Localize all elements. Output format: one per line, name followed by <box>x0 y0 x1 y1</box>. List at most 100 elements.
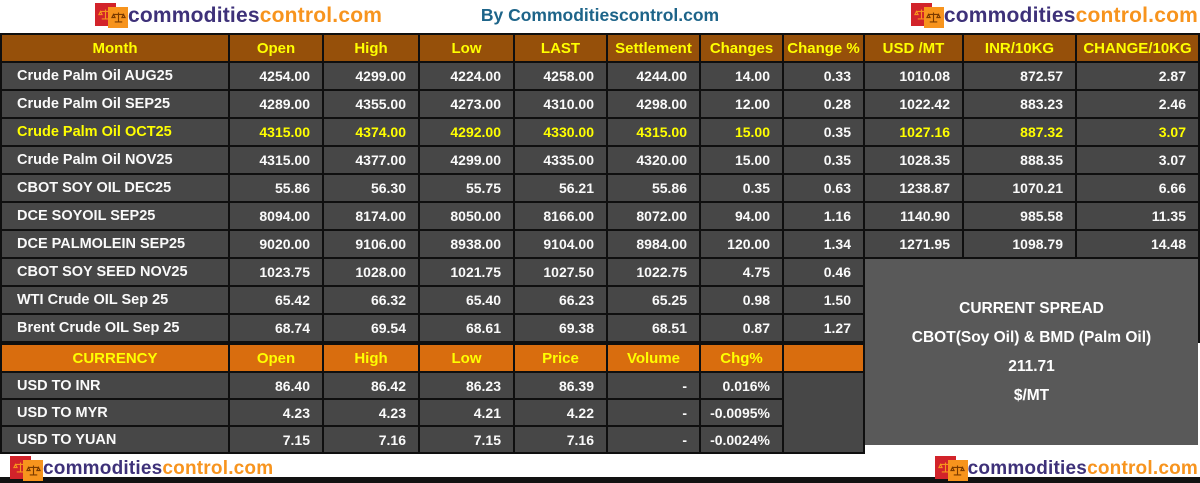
value-cell: 15.00 <box>701 119 782 145</box>
value-cell: 1022.75 <box>608 259 699 285</box>
bottom-black-bar <box>0 477 1200 483</box>
value-cell: 4298.00 <box>608 91 699 117</box>
currency-pair-cell: USD TO MYR <box>2 400 228 425</box>
value-cell: 9104.00 <box>515 231 606 257</box>
value-cell: 4292.00 <box>420 119 513 145</box>
value-cell: 0.35 <box>701 175 782 201</box>
contract-name-cell: Crude Palm Oil OCT25 <box>2 119 228 145</box>
value-cell: 4289.00 <box>230 91 322 117</box>
logo-bottom-right[interactable]: commoditiescontrol.com <box>934 454 1198 483</box>
value-cell: 4224.00 <box>420 63 513 89</box>
page-title: By Commoditiescontrol.com <box>480 5 720 25</box>
brand-name-primary: commodities <box>967 458 1088 479</box>
value-cell: 0.63 <box>784 175 863 201</box>
spread-value: 211.71 <box>1008 357 1055 375</box>
value-cell: 1027.50 <box>515 259 606 285</box>
value-cell: 55.75 <box>420 175 513 201</box>
futures-column-header: Settlement <box>608 35 699 61</box>
value-cell: 66.23 <box>515 287 606 313</box>
currency-column-header: Open <box>230 345 322 371</box>
value-cell: 4335.00 <box>515 147 606 173</box>
futures-column-header: Low <box>420 35 513 61</box>
value-cell: 69.54 <box>324 315 418 341</box>
value-cell: 0.28 <box>784 91 863 117</box>
value-cell: 6.66 <box>1077 175 1198 201</box>
value-cell: 0.35 <box>784 119 863 145</box>
value-cell: 7.16 <box>324 427 418 452</box>
value-cell: 887.32 <box>964 119 1075 145</box>
value-cell: 55.86 <box>608 175 699 201</box>
value-cell: 7.15 <box>420 427 513 452</box>
value-cell: 1.50 <box>784 287 863 313</box>
value-cell: 7.16 <box>515 427 606 452</box>
value-cell: -0.0095% <box>701 400 782 425</box>
value-cell: 11.35 <box>1077 203 1198 229</box>
value-cell: 12.00 <box>701 91 782 117</box>
value-cell: 14.00 <box>701 63 782 89</box>
value-cell: 888.35 <box>964 147 1075 173</box>
value-cell: 4315.00 <box>230 119 322 145</box>
value-cell: 4254.00 <box>230 63 322 89</box>
value-cell: 120.00 <box>701 231 782 257</box>
currency-column-header: High <box>324 345 418 371</box>
value-cell: 0.35 <box>784 147 863 173</box>
contract-name-cell: WTI Crude OIL Sep 25 <box>2 287 228 313</box>
value-cell: 4.23 <box>324 400 418 425</box>
futures-column-header: USD /MT <box>865 35 962 61</box>
contract-name-cell: Crude Palm Oil NOV25 <box>2 147 228 173</box>
brand-name-secondary: control.com <box>162 458 274 479</box>
contract-name-cell: DCE SOYOIL SEP25 <box>2 203 228 229</box>
value-cell: 8938.00 <box>420 231 513 257</box>
value-cell: 4.22 <box>515 400 606 425</box>
contract-name-cell: Crude Palm Oil AUG25 <box>2 63 228 89</box>
spread-subtitle: CBOT(Soy Oil) & BMD (Palm Oil) <box>911 328 1152 346</box>
logo-top-right[interactable]: commoditiescontrol.com <box>910 1 1198 31</box>
value-cell: 4315.00 <box>608 119 699 145</box>
value-cell: 0.98 <box>701 287 782 313</box>
value-cell: 94.00 <box>701 203 782 229</box>
logo-top-left[interactable]: commoditiescontrol.com <box>95 1 382 31</box>
value-cell: 86.40 <box>230 373 322 398</box>
value-cell: 8094.00 <box>230 203 322 229</box>
value-cell: 4299.00 <box>420 147 513 173</box>
logo-bottom-left[interactable]: commoditiescontrol.com <box>10 454 273 483</box>
contract-name-cell: DCE PALMOLEIN SEP25 <box>2 231 228 257</box>
brand-name-secondary: control.com <box>1087 458 1198 479</box>
value-cell: 0.016% <box>701 373 782 398</box>
value-cell: 8050.00 <box>420 203 513 229</box>
value-cell: 56.30 <box>324 175 418 201</box>
futures-column-header: Open <box>230 35 322 61</box>
currency-column-header: CURRENCY <box>2 345 228 371</box>
contract-name-cell: CBOT SOY OIL DEC25 <box>2 175 228 201</box>
value-cell: 0.87 <box>701 315 782 341</box>
value-cell: 1021.75 <box>420 259 513 285</box>
brand-wordmark: commoditiescontrol.com <box>944 4 1198 28</box>
currency-column-header: Price <box>515 345 606 371</box>
brand-name-primary: commodities <box>943 4 1076 27</box>
futures-column-header: High <box>324 35 418 61</box>
value-cell: 65.40 <box>420 287 513 313</box>
value-cell: - <box>608 400 699 425</box>
value-cell: 7.15 <box>230 427 322 452</box>
value-cell: 9020.00 <box>230 231 322 257</box>
futures-column-header: LAST <box>515 35 606 61</box>
futures-column-header: INR/10KG <box>964 35 1075 61</box>
value-cell: 1028.00 <box>324 259 418 285</box>
value-cell: 1098.79 <box>964 231 1075 257</box>
value-cell: 86.39 <box>515 373 606 398</box>
value-cell: 1.34 <box>784 231 863 257</box>
value-cell: 69.38 <box>515 315 606 341</box>
value-cell: 4258.00 <box>515 63 606 89</box>
currency-pair-cell: USD TO YUAN <box>2 427 228 452</box>
value-cell: - <box>608 373 699 398</box>
value-cell: 68.61 <box>420 315 513 341</box>
scales-logo-icon <box>910 1 947 31</box>
brand-name-primary: commodities <box>43 458 163 479</box>
contract-name-cell: CBOT SOY SEED NOV25 <box>2 259 228 285</box>
value-cell: 1271.95 <box>865 231 962 257</box>
contract-name-cell: Crude Palm Oil SEP25 <box>2 91 228 117</box>
value-cell: 1.27 <box>784 315 863 341</box>
value-cell: 86.23 <box>420 373 513 398</box>
currency-pair-cell: USD TO INR <box>2 373 228 398</box>
value-cell: 4.21 <box>420 400 513 425</box>
